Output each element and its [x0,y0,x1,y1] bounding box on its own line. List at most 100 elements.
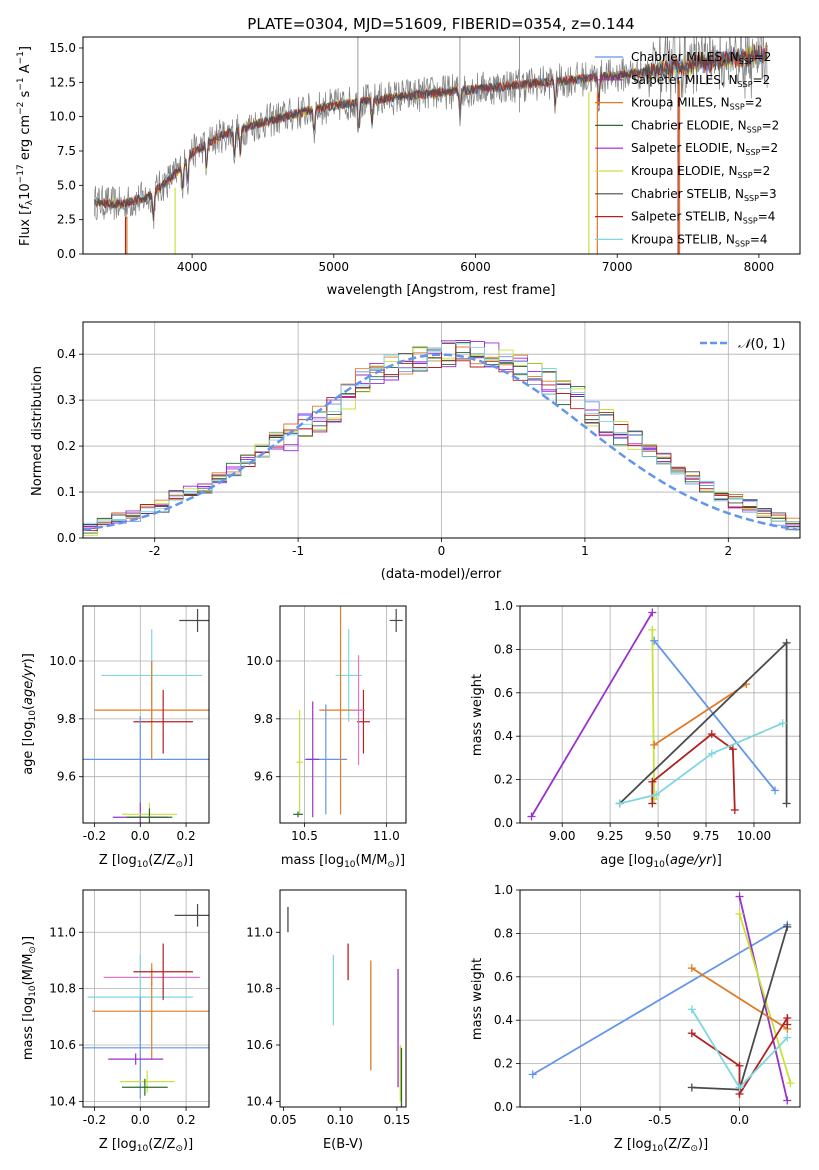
y-tick-label: 0.0 [494,1100,513,1114]
ebv-mass-panel: E(B-V) 0.05 0.10 0.15 10.4 10.6 10.8 11.0 [246,889,410,1152]
axes-frame [82,605,210,824]
y-tick-label: 0.2 [57,439,76,453]
x-tick-label: 1 [581,544,589,558]
residuals-ylabel: Normed distribution [30,366,45,496]
z-weight-ylabel: mass weight [470,958,485,1040]
x-tick-label: 0.0 [730,1113,749,1127]
y-tick-label: 0.4 [494,729,513,743]
weight-series-line [653,640,776,792]
legend-label: Chabrier STELIB, NSSP=3 [631,187,777,203]
y-tick-label: 10.4 [49,1094,76,1108]
age-weight-xlabel: age [log10(age/yr)] [600,853,722,870]
residuals-panel: (data-model)/error Normed distribution -… [30,321,801,582]
legend-label: Salpeter STELIB, NSSP=4 [631,210,775,226]
y-tick-label: 10.8 [246,982,273,996]
spectrum-model-line [93,44,768,222]
y-tick-label: 10.6 [246,1038,273,1052]
legend-label: 𝒩(0, 1) [738,337,785,352]
weight-series-line [532,923,788,1076]
weight-series-line [738,896,789,1101]
axes-frame [279,889,407,1108]
y-tick-label: 0.8 [494,926,513,940]
y-tick-label: 15.0 [49,41,76,55]
legend-label: Chabrier MILES, NSSP=2 [631,50,771,66]
spectrum-xlabel: wavelength [Angstrom, rest frame] [327,283,556,298]
x-tick-label: -1 [292,544,304,558]
z-mass-xlabel: Z [log10(Z/Z⊙)] [99,1137,193,1154]
legend-label: Kroupa ELODIE, NSSP=2 [631,164,770,180]
axes-frame [279,605,407,824]
y-tick-label: 10.8 [49,982,76,996]
mass-age-xlabel: mass [log10(M/M⊙)] [281,853,405,870]
x-tick-label: 7000 [602,260,633,274]
x-tick-label: -1.0 [569,1113,592,1127]
spectrum-ylabel: Flux [fλ10−17 erg cm−2 s−1 A−1] [16,46,35,246]
y-tick-label: 0.4 [57,347,76,361]
axes-frame [82,889,210,1108]
x-tick-label: -0.2 [83,829,106,843]
x-tick-label: -2 [149,544,161,558]
y-tick-label: 0.1 [57,485,76,499]
z-age-xlabel: Z [log10(Z/Z⊙)] [99,853,193,870]
y-tick-label: 1.0 [494,883,513,897]
x-tick-label: 6000 [460,260,491,274]
x-tick-label: 10.5 [291,829,318,843]
spectrum-panel: PLATE=0304, MJD=51609, FIBERID=0354, z=0… [16,15,801,298]
y-tick-label: 9.6 [57,770,76,784]
errorbar-plot-area [293,606,403,818]
x-tick-label: 9.50 [645,829,672,843]
x-tick-label: 11.0 [373,829,400,843]
y-tick-label: 0.3 [57,393,76,407]
spectrum-title: PLATE=0304, MJD=51609, FIBERID=0354, z=0… [247,15,634,33]
legend-label: Salpeter MILES, NSSP=2 [631,73,770,89]
x-tick-label: 0.0 [131,1113,150,1127]
x-tick-label: 4000 [177,260,208,274]
axes-frame [82,36,801,255]
y-tick-label: 9.8 [254,712,273,726]
y-tick-label: 0.4 [494,1013,513,1027]
z-mass-panel: Z [log10(Z/Z⊙)] mass [log10(M/M⊙)] -0.2 0… [21,889,210,1154]
y-tick-label: 10.0 [49,110,76,124]
ebv-mass-xlabel: E(B-V) [323,1137,363,1152]
x-tick-label: 10.00 [737,829,771,843]
y-tick-label: 9.8 [57,712,76,726]
y-tick-label: 0.2 [494,773,513,787]
y-tick-label: 11.0 [49,925,76,939]
x-tick-label: 0 [438,544,446,558]
y-tick-label: 12.5 [49,75,76,89]
y-tick-label: 10.0 [49,654,76,668]
weight-plot-area [527,608,791,821]
age-weight-ylabel: mass weight [470,674,485,756]
y-tick-label: 10.0 [246,654,273,668]
normal-curve [83,353,798,532]
y-tick-label: 5.0 [57,178,76,192]
x-tick-label: -0.2 [83,1113,106,1127]
weight-plot-area [528,892,795,1105]
weight-series-line [738,913,792,1084]
y-tick-label: 0.0 [57,531,76,545]
z-age-panel: Z [log10(Z/Z⊙)] age [log10(age/yr)] -0.2… [21,605,210,870]
errorbar-plot-area [83,608,209,823]
errorbar-plot-area [83,904,209,1099]
y-tick-label: 0.6 [494,970,513,984]
residuals-xlabel: (data-model)/error [381,567,502,582]
x-tick-label: 0.2 [177,1113,196,1127]
mass-age-panel: mass [log10(M/M⊙)] 10.5 11.0 9.6 9.8 10.0 [246,605,407,870]
legend-label: Kroupa STELIB, NSSP=4 [631,232,768,248]
x-tick-label: 9.25 [597,829,624,843]
weight-series-line [530,612,654,817]
weight-series-line [691,967,788,1030]
weight-series-line [619,722,784,805]
legend-label: Chabrier ELODIE, NSSP=2 [631,118,779,134]
z-age-ylabel: age [log10(age/yr)] [21,653,38,775]
spectrum-plot-area [93,37,768,254]
weight-series-line [653,683,747,746]
age-weight-panel: age [log10(age/yr)] mass weight 9.00 9.25… [470,599,801,870]
x-tick-label: 0.05 [270,1113,297,1127]
y-tick-label: 7.5 [57,144,76,158]
y-tick-label: 0.0 [494,816,513,830]
y-tick-label: 10.4 [246,1094,273,1108]
weight-series-line [651,732,736,811]
y-tick-label: 0.8 [494,642,513,656]
legend-label: Salpeter ELODIE, NSSP=2 [631,141,778,157]
